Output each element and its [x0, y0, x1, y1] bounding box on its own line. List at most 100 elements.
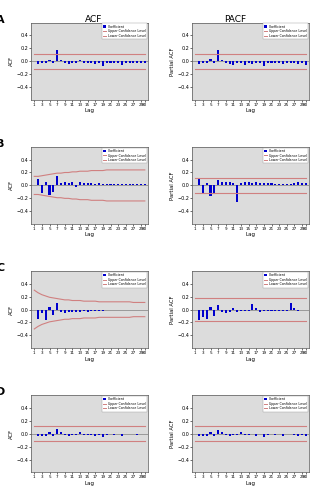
Bar — [213, 62, 215, 63]
Bar — [286, 184, 288, 186]
Legend: Coefficient, Upper Confidence Level, Lower Confidence Level: Coefficient, Upper Confidence Level, Low… — [102, 272, 147, 287]
Bar — [102, 310, 104, 311]
Bar — [244, 182, 246, 186]
Bar — [60, 310, 62, 312]
Bar — [267, 184, 269, 186]
Bar — [263, 434, 265, 437]
Bar — [113, 62, 115, 63]
X-axis label: Lag: Lag — [246, 356, 256, 362]
Legend: Coefficient, Upper Confidence Level, Lower Confidence Level: Coefficient, Upper Confidence Level, Low… — [263, 148, 308, 164]
Bar — [102, 434, 104, 437]
Bar — [60, 432, 62, 434]
Legend: Coefficient, Upper Confidence Level, Lower Confidence Level: Coefficient, Upper Confidence Level, Low… — [102, 396, 147, 411]
Bar — [48, 432, 51, 434]
Bar — [274, 310, 276, 311]
Bar — [48, 307, 51, 310]
Bar — [221, 432, 223, 434]
Bar — [64, 310, 66, 314]
X-axis label: Lag: Lag — [246, 108, 256, 114]
Bar — [263, 62, 265, 66]
Bar — [56, 50, 58, 62]
Bar — [60, 60, 62, 62]
Bar — [198, 310, 200, 320]
Bar — [301, 434, 303, 435]
Bar — [75, 62, 77, 63]
Bar — [106, 184, 108, 186]
Bar — [202, 434, 204, 436]
Bar — [45, 182, 47, 186]
Y-axis label: Partial ACF: Partial ACF — [170, 47, 175, 76]
Bar — [236, 62, 238, 63]
Text: A: A — [0, 14, 5, 24]
Bar — [221, 60, 223, 62]
Bar — [87, 184, 89, 186]
Bar — [67, 183, 70, 186]
Bar — [209, 186, 212, 196]
Bar — [94, 184, 96, 186]
Bar — [248, 62, 250, 63]
Bar — [274, 184, 276, 186]
Bar — [209, 307, 212, 310]
Bar — [136, 62, 138, 63]
Bar — [305, 184, 307, 186]
Bar — [117, 184, 119, 186]
Bar — [83, 183, 85, 186]
Y-axis label: Partial ACF: Partial ACF — [170, 171, 175, 200]
Bar — [301, 62, 303, 63]
Bar — [217, 50, 219, 62]
Bar — [198, 434, 200, 436]
Bar — [240, 310, 242, 311]
Bar — [48, 186, 51, 195]
Bar — [48, 60, 51, 62]
Bar — [240, 432, 242, 434]
Y-axis label: Partial ACF: Partial ACF — [170, 296, 175, 324]
Bar — [213, 434, 215, 436]
Bar — [217, 305, 219, 310]
Bar — [293, 183, 295, 186]
Bar — [67, 310, 70, 312]
Bar — [206, 183, 208, 186]
Bar — [286, 310, 288, 311]
Bar — [278, 310, 280, 311]
X-axis label: Lag: Lag — [85, 232, 95, 237]
Bar — [248, 310, 250, 311]
Bar — [293, 434, 295, 435]
Bar — [263, 183, 265, 186]
Bar — [213, 310, 215, 316]
Bar — [278, 62, 280, 63]
Bar — [228, 434, 231, 436]
Legend: Coefficient, Upper Confidence Level, Lower Confidence Level: Coefficient, Upper Confidence Level, Low… — [102, 148, 147, 164]
Bar — [282, 62, 284, 64]
Bar — [236, 310, 238, 312]
Bar — [232, 62, 234, 64]
Bar — [228, 310, 231, 312]
Bar — [301, 184, 303, 186]
Bar — [71, 310, 73, 312]
Bar — [102, 62, 104, 66]
Bar — [251, 183, 253, 186]
Bar — [282, 184, 284, 186]
Bar — [37, 62, 39, 64]
Bar — [87, 434, 89, 435]
Text: PACF: PACF — [225, 15, 246, 24]
Bar — [41, 434, 43, 436]
Y-axis label: ACF: ACF — [9, 428, 14, 439]
Bar — [232, 183, 234, 186]
Bar — [60, 183, 62, 186]
Bar — [293, 308, 295, 310]
Bar — [132, 184, 134, 186]
Bar — [274, 434, 276, 435]
Bar — [136, 184, 138, 186]
Bar — [52, 434, 54, 436]
Bar — [297, 62, 299, 64]
Bar — [37, 310, 39, 320]
Bar — [232, 434, 234, 435]
Bar — [271, 310, 273, 311]
Text: D: D — [0, 387, 5, 397]
Bar — [259, 310, 261, 312]
Bar — [64, 434, 66, 435]
Bar — [71, 434, 73, 435]
Text: B: B — [0, 139, 5, 149]
Bar — [90, 434, 92, 435]
Bar — [94, 434, 96, 436]
